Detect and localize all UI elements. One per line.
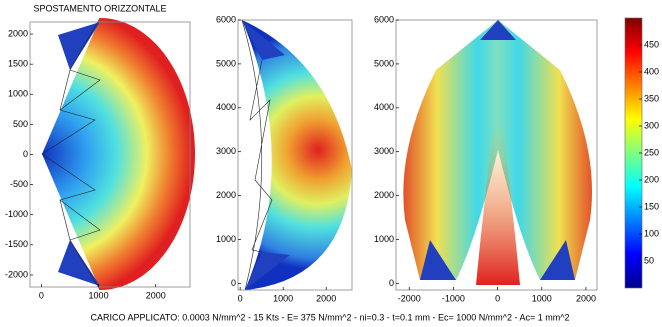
y-tick-label: -500 xyxy=(10,179,28,189)
colorbar-tick-label: 150 xyxy=(644,201,659,211)
y-tick-label: 0 xyxy=(23,149,28,159)
x-tick-label: 2000 xyxy=(316,293,336,303)
x-tick-label: 1000 xyxy=(273,293,293,303)
y-tick-label: 2000 xyxy=(8,28,28,38)
colorbar-tick-label: 250 xyxy=(644,147,659,157)
y-tick-label: -2000 xyxy=(5,269,28,279)
x-tick-label: -2000 xyxy=(398,293,421,303)
x-tick-label: 0 xyxy=(495,293,500,303)
y-tick-label: 4000 xyxy=(216,102,236,112)
x-tick-label: 2000 xyxy=(146,290,166,300)
plot-frame xyxy=(395,19,598,291)
y-tick-label: 500 xyxy=(13,119,28,129)
y-tick-label: 2000 xyxy=(216,190,236,200)
y-tick-label: 6000 xyxy=(374,14,394,24)
colorbar-tick-label: 200 xyxy=(644,174,659,184)
x-tick-label: 2000 xyxy=(576,293,596,303)
colorbar-tick-label: 50 xyxy=(644,255,654,265)
field-1 xyxy=(41,17,195,291)
x-tick-label: 1000 xyxy=(89,290,109,300)
y-tick-label: 2000 xyxy=(374,190,394,200)
x-tick-label: 0 xyxy=(39,290,44,300)
y-tick-label: 3000 xyxy=(374,146,394,156)
colorbar-tick-label: 400 xyxy=(644,66,659,76)
footer: CARICO APPLICATO: 0.0003 N/mm^2 - 15 Kts… xyxy=(91,312,570,322)
y-tick-label: 5000 xyxy=(374,58,394,68)
y-tick-label: 6000 xyxy=(216,14,236,24)
field-3 xyxy=(403,20,592,285)
y-tick-label: 1500 xyxy=(8,59,28,69)
y-tick-label: -1500 xyxy=(5,239,28,249)
y-tick-label: 0 xyxy=(389,278,394,288)
x-tick-label: -1000 xyxy=(442,293,465,303)
y-tick-label: -1000 xyxy=(5,209,28,219)
y-tick-label: 1000 xyxy=(374,234,394,244)
y-tick-label: 5000 xyxy=(216,58,236,68)
field-2 xyxy=(241,19,352,291)
x-tick-label: 1000 xyxy=(532,293,552,303)
colorbar-tick-label: 350 xyxy=(644,93,659,103)
y-tick-label: 1000 xyxy=(216,234,236,244)
y-tick-label: 4000 xyxy=(374,102,394,112)
y-tick-label: 1000 xyxy=(8,89,28,99)
colorbar-tick-label: 300 xyxy=(644,120,659,130)
y-tick-label: 3000 xyxy=(216,146,236,156)
colorbar-tick-label: 450 xyxy=(644,39,659,49)
colorbar-tick-label: 100 xyxy=(644,228,659,238)
x-tick-label: 0 xyxy=(238,293,243,303)
plot-frame xyxy=(237,19,353,291)
chart-title: SPOSTAMENTO ORIZZONTALE xyxy=(33,3,166,13)
y-tick-label: 0 xyxy=(231,278,236,288)
